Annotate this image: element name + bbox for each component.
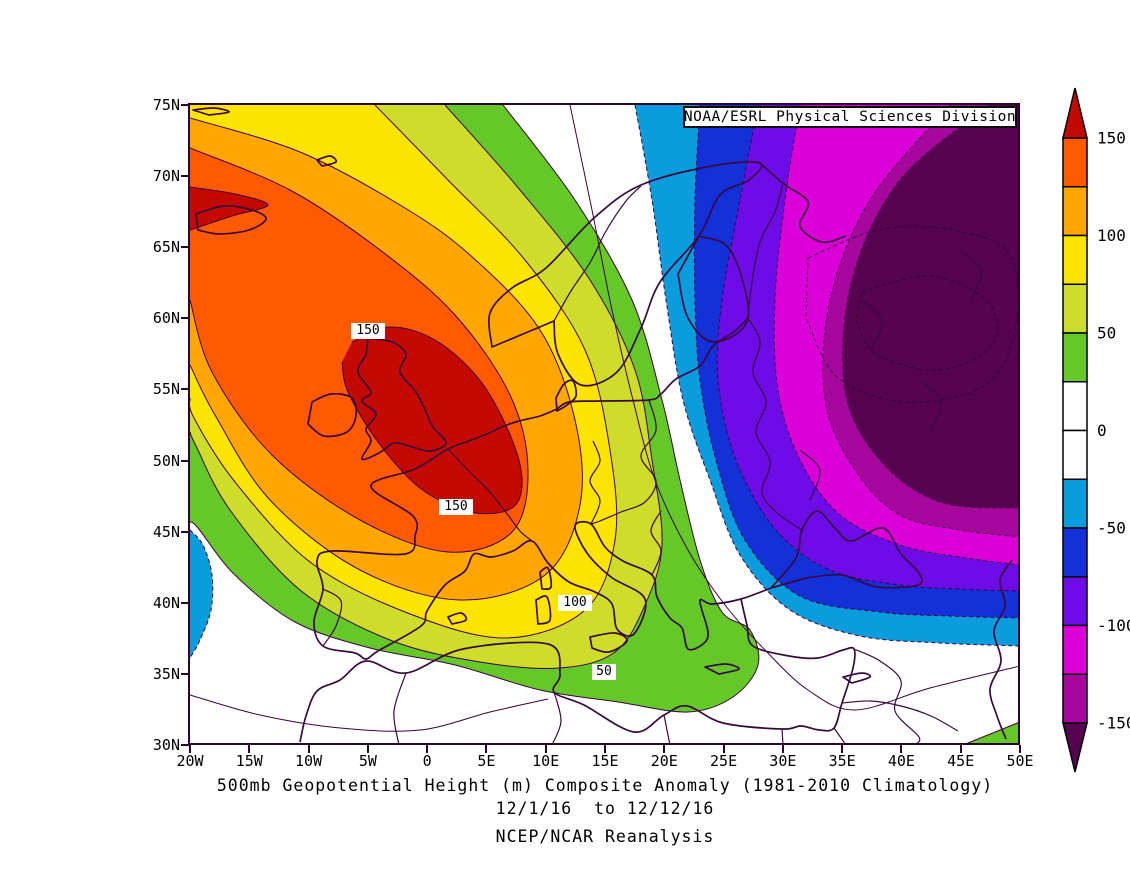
colorbar-label: 50	[1097, 324, 1116, 343]
y-tick-label: 30N	[152, 736, 180, 754]
x-tick-label: 35E	[828, 752, 856, 770]
y-tick-mark	[181, 175, 189, 178]
colorbar-label: -150	[1097, 714, 1130, 733]
y-tick-label: 60N	[152, 309, 180, 328]
x-tick-label: 15E	[591, 752, 619, 770]
x-tick-label: 10W	[295, 752, 323, 770]
y-tick-label: 55N	[152, 380, 180, 399]
y-tick-mark	[181, 601, 189, 604]
y-tick-mark	[181, 388, 189, 391]
x-tick-mark	[307, 745, 310, 753]
x-tick-mark	[604, 745, 606, 753]
x-tick-mark	[485, 745, 488, 753]
x-tick-label: 25E	[710, 752, 738, 770]
y-tick-label: 50N	[152, 451, 180, 470]
x-tick-mark	[959, 745, 962, 753]
x-tick-mark	[722, 745, 725, 753]
y-tick-label: 65N	[152, 238, 180, 257]
x-tick-mark	[248, 745, 251, 753]
credit-box: NOAA/ESRL Physical Sciences Division	[683, 106, 1017, 128]
colorbar-svg: 150 100 50 0 -50 -100 -150	[1062, 87, 1130, 773]
x-tick-label: 0	[422, 752, 432, 770]
x-tick-label: 5W	[358, 752, 377, 770]
y-tick-label: 45N	[152, 522, 180, 541]
x-tick-label: 45E	[947, 752, 975, 770]
y-tick-label: 35N	[152, 664, 180, 683]
x-tick-mark	[426, 745, 429, 753]
x-tick-label: 50E	[1006, 752, 1034, 770]
y-tick-mark	[181, 672, 189, 675]
y-tick-mark	[181, 104, 189, 106]
colorbar-label: 0	[1097, 421, 1107, 440]
y-tick-mark	[181, 246, 189, 249]
colorbar-label: 100	[1097, 226, 1126, 245]
contour-label: 100	[558, 595, 592, 611]
contour-label: 50	[592, 664, 616, 680]
contour-label: 150	[351, 323, 385, 339]
credit-text: NOAA/ESRL Physical Sciences Division	[683, 109, 1017, 125]
map-svg	[190, 105, 1020, 745]
y-tick-mark	[181, 744, 189, 746]
x-tick-label: 10E	[532, 752, 560, 770]
x-tick-mark	[1019, 745, 1021, 753]
y-tick-label: 75N	[152, 96, 180, 114]
figure-source: NCEP/NCAR Reanalysis	[495, 827, 715, 846]
x-tick-mark	[900, 745, 903, 753]
y-tick-mark	[181, 317, 189, 320]
x-tick-label: 20W	[176, 752, 204, 770]
x-tick-mark	[841, 745, 844, 753]
y-tick-label: 70N	[152, 167, 180, 186]
x-tick-mark	[781, 745, 784, 753]
colorbar-label: 150	[1097, 129, 1126, 148]
y-tick-label: 40N	[152, 593, 180, 612]
figure-date-range: 12/1/16 to 12/12/16	[495, 799, 715, 818]
x-tick-label: 30E	[769, 752, 797, 770]
x-tick-mark	[189, 745, 191, 753]
y-tick-mark	[181, 459, 189, 462]
x-tick-label: 40E	[887, 752, 915, 770]
figure-title: 500mb Geopotential Height (m) Composite …	[216, 776, 994, 795]
y-tick-mark	[181, 530, 189, 533]
colorbar-label: -100	[1097, 616, 1130, 635]
contour-label: 150	[439, 499, 473, 515]
x-tick-mark	[544, 745, 547, 753]
x-tick-label: 15W	[235, 752, 263, 770]
colorbar-label: -50	[1097, 519, 1126, 538]
x-tick-label: 20E	[650, 752, 678, 770]
x-tick-label: 5E	[477, 752, 496, 770]
x-tick-mark	[663, 745, 666, 753]
x-tick-mark	[366, 745, 369, 753]
